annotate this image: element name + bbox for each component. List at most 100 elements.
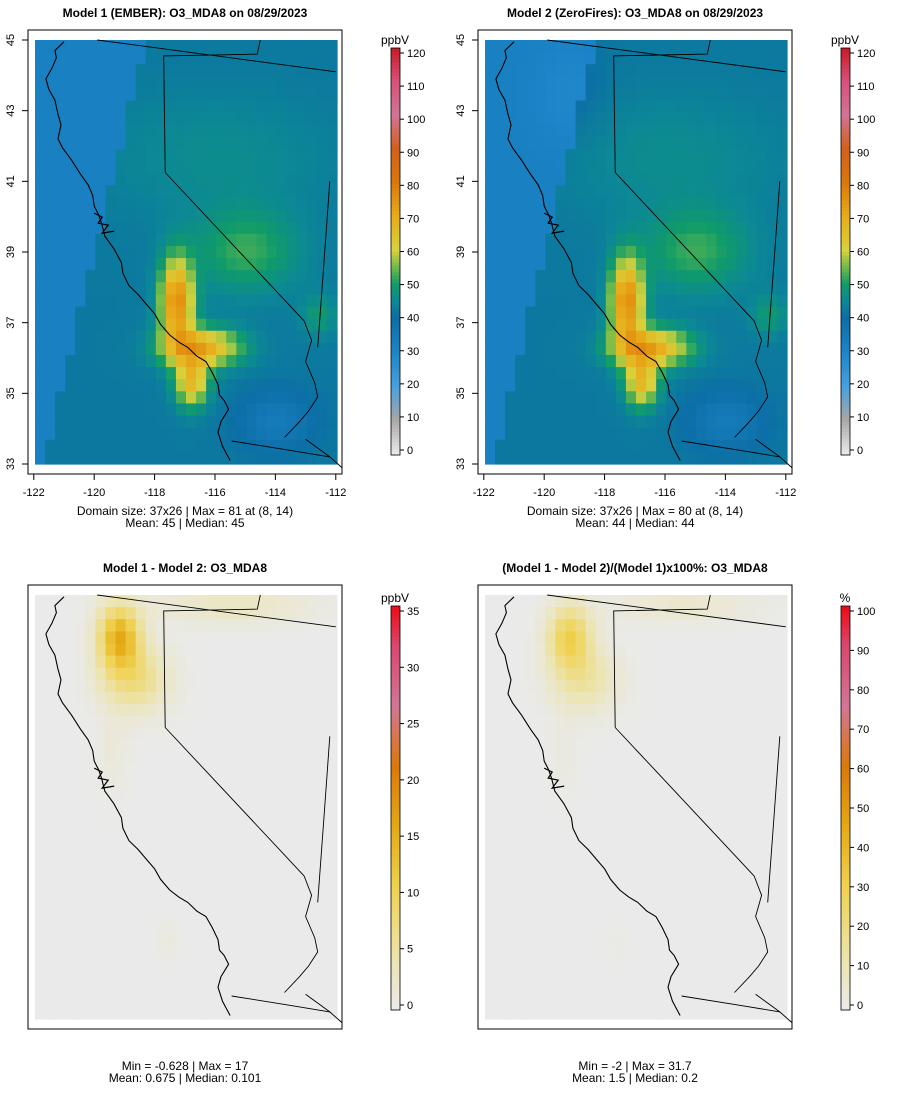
heatmap-cell	[525, 595, 536, 608]
heatmap-cell	[676, 173, 687, 186]
heatmap-cell	[296, 909, 308, 923]
heatmap-cell	[135, 922, 147, 935]
colorbar-segment	[391, 972, 400, 977]
heatmap-cell	[585, 439, 597, 453]
heatmap-cell	[575, 197, 587, 211]
heatmap-cell	[676, 704, 687, 717]
heatmap-cell	[545, 825, 557, 838]
heatmap-cell	[155, 391, 167, 405]
heatmap-cell	[565, 958, 577, 972]
heatmap-cell	[45, 982, 56, 996]
heatmap-cell	[306, 391, 318, 405]
heatmap-cell	[175, 427, 187, 441]
heatmap-cell	[676, 837, 687, 850]
heatmap-cell	[686, 897, 697, 911]
colorbar-segment	[841, 404, 850, 409]
heatmap-cell	[746, 391, 758, 405]
heatmap-cell	[95, 367, 107, 380]
heatmap-cell	[605, 837, 617, 850]
heatmap-cell	[45, 849, 56, 863]
heatmap-cell	[65, 209, 76, 223]
heatmap-cell	[296, 946, 308, 960]
heatmap-cell	[605, 415, 617, 429]
heatmap-cell	[575, 643, 587, 657]
heatmap-cell	[306, 704, 318, 717]
heatmap-cell	[105, 294, 117, 308]
colorbar-segment	[841, 649, 850, 654]
heatmap-cell	[135, 716, 147, 729]
heatmap-cell	[505, 88, 516, 102]
heatmap-cell	[525, 679, 536, 693]
heatmap-cell	[565, 354, 577, 368]
heatmap-cell	[766, 994, 778, 1008]
heatmap-cell	[175, 946, 187, 960]
heatmap-cell	[45, 764, 56, 778]
heatmap-cell	[115, 415, 127, 429]
heatmap-cell	[716, 946, 728, 960]
heatmap-cell	[125, 909, 137, 923]
colorbar-segment	[391, 956, 400, 961]
heatmap-cell	[105, 922, 117, 935]
colorbar-segment	[841, 814, 850, 819]
heatmap-cell	[296, 330, 308, 344]
heatmap-cell	[716, 897, 728, 911]
heatmap-cell	[216, 776, 227, 790]
heatmap-cell	[35, 837, 46, 850]
colorbar-segment	[391, 1003, 400, 1008]
heatmap-cell	[525, 209, 536, 223]
heatmap-cell	[246, 112, 258, 126]
heatmap-cell	[65, 994, 76, 1008]
heatmap-cell	[535, 88, 546, 102]
heatmap-cell	[236, 258, 247, 271]
heatmap-cell	[585, 64, 597, 77]
heatmap-cell	[615, 825, 627, 838]
heatmap-cell	[776, 982, 788, 996]
heatmap-cell	[165, 403, 177, 417]
heatmap-cell	[246, 197, 258, 211]
heatmap-cell	[706, 740, 718, 754]
heatmap-cell	[706, 64, 718, 77]
heatmap-cell	[746, 136, 758, 150]
heatmap-cell	[646, 415, 657, 429]
heatmap-cell	[555, 282, 567, 295]
heatmap-cell	[696, 40, 708, 53]
heatmap-cell	[726, 740, 738, 754]
heatmap-cell	[196, 909, 207, 923]
heatmap-cell	[135, 427, 147, 441]
heatmap-cell	[766, 354, 778, 368]
heatmap-cell	[686, 100, 697, 114]
heatmap-cell	[155, 294, 167, 308]
heatmap-cell	[706, 607, 718, 620]
heatmap-cell	[625, 958, 637, 972]
heatmap-cell	[75, 439, 86, 453]
colorbar-segment	[841, 271, 850, 276]
heatmap-cell	[296, 318, 308, 332]
colorbar-segment	[391, 251, 400, 256]
colorbar-segment	[841, 231, 850, 236]
heatmap-cell	[766, 197, 778, 211]
heatmap-cell	[65, 330, 76, 344]
heatmap-cell	[306, 776, 318, 790]
heatmap-cell	[256, 415, 268, 429]
heatmap-cell	[316, 354, 328, 368]
heatmap-cell	[306, 861, 318, 875]
heatmap-cell	[75, 149, 86, 162]
heatmap-cell	[746, 342, 758, 356]
heatmap-cell	[605, 64, 617, 77]
colorbar-segment	[391, 180, 400, 185]
heatmap-cell	[485, 185, 496, 199]
heatmap-cell	[505, 667, 516, 681]
heatmap-cell	[115, 667, 127, 681]
x-tick-label: -120	[533, 487, 555, 499]
heatmap-cell	[326, 270, 338, 283]
heatmap-cell	[625, 136, 637, 150]
heatmap-cell	[615, 643, 627, 657]
heatmap-cell	[736, 415, 748, 429]
colorbar-segment	[391, 210, 400, 215]
colorbar-segment	[391, 448, 400, 453]
colorbar-segment	[391, 794, 400, 799]
heatmap-cell	[756, 161, 768, 174]
colorbar-tick-label: 30	[407, 346, 419, 358]
heatmap-cell	[605, 52, 617, 65]
heatmap-cell	[716, 873, 728, 887]
